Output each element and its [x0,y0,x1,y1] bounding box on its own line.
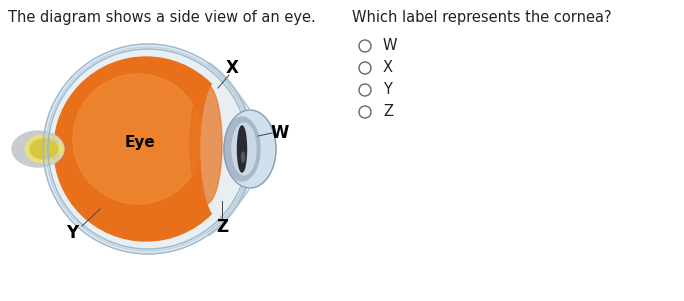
Circle shape [48,49,248,249]
Ellipse shape [224,117,260,181]
Text: Eye: Eye [124,135,155,150]
Circle shape [54,57,238,241]
Text: W: W [383,39,397,54]
Ellipse shape [12,131,64,167]
Text: The diagram shows a side view of an eye.: The diagram shows a side view of an eye. [8,10,316,25]
Circle shape [43,44,253,254]
Ellipse shape [25,135,63,163]
Ellipse shape [232,123,256,175]
Text: X: X [226,59,239,77]
Text: Z: Z [216,218,228,236]
Text: Z: Z [383,104,393,119]
Text: Y: Y [66,224,78,242]
Ellipse shape [201,79,239,219]
Text: Y: Y [383,82,392,98]
Ellipse shape [241,152,244,162]
Ellipse shape [30,139,58,159]
Ellipse shape [237,126,246,172]
Circle shape [73,74,203,204]
Ellipse shape [190,84,222,204]
Text: Which label represents the cornea?: Which label represents the cornea? [352,10,611,25]
Ellipse shape [224,110,276,188]
Text: X: X [383,61,393,76]
Text: W: W [271,124,289,142]
